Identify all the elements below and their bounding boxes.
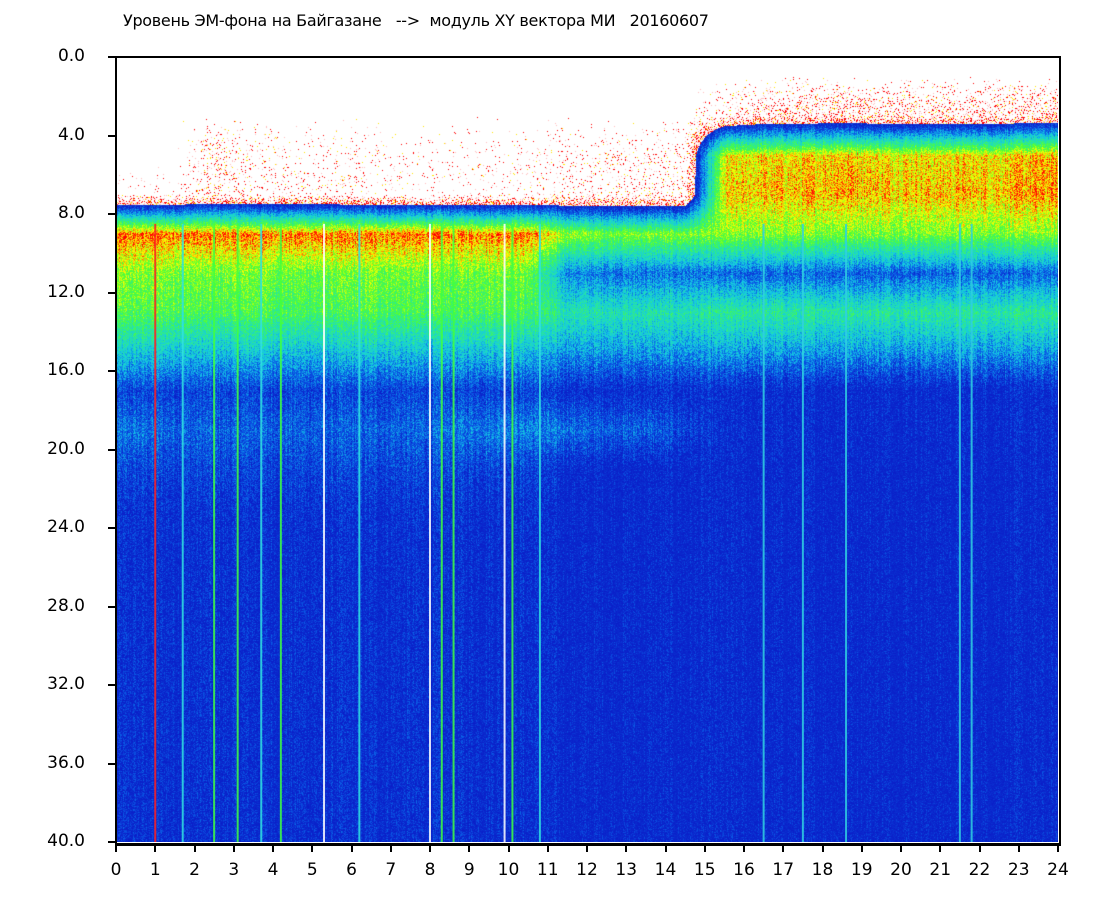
y-tick	[108, 841, 116, 843]
y-tick-label: 12.0	[47, 281, 85, 302]
x-tick	[311, 844, 314, 852]
x-tick-label: 14	[654, 860, 677, 880]
y-tick-label: 40.0	[47, 831, 85, 851]
x-tick	[546, 844, 549, 852]
x-tick-label: 12	[576, 860, 598, 880]
x-tick-label: 20	[890, 860, 912, 880]
x-tick	[978, 844, 981, 852]
y-tick-label: 4.0	[57, 124, 85, 145]
y-tick-label: 28.0	[47, 595, 85, 616]
x-tick	[586, 844, 588, 852]
x-tick	[743, 844, 745, 852]
x-tick-label: 21	[929, 860, 952, 880]
x-tick-label: 7	[385, 860, 397, 880]
x-tick	[389, 844, 392, 852]
streak-layer	[154, 223, 973, 842]
x-tick-label: 11	[536, 860, 559, 880]
x-tick-label: 15	[693, 860, 716, 880]
x-tick	[1017, 844, 1020, 852]
y-tick-label: 24.0	[47, 517, 85, 537]
x-tick	[900, 844, 902, 852]
x-tick	[350, 844, 353, 852]
x-tick	[860, 844, 863, 852]
x-tick	[821, 844, 824, 852]
y-tick-label: 32.0	[47, 674, 85, 694]
y-tick	[108, 448, 116, 451]
x-tick	[939, 844, 942, 852]
x-tick	[468, 844, 471, 852]
x-tick-label: 6	[346, 860, 357, 880]
x-tick	[154, 844, 157, 852]
x-tick	[703, 844, 706, 852]
x-tick	[782, 844, 785, 852]
heatmap-cells	[116, 57, 1058, 842]
y-tick-label: 20.0	[47, 438, 85, 459]
x-tick	[1057, 844, 1059, 852]
y-tick	[108, 56, 116, 58]
y-tick-label: 0.0	[57, 46, 85, 66]
x-tick	[272, 844, 274, 852]
y-tick	[108, 605, 116, 608]
y-tick-label: 8.0	[57, 203, 85, 223]
x-tick-label: 0	[110, 860, 122, 880]
y-tick-label: 16.0	[47, 360, 85, 380]
x-tick-label: 1	[149, 860, 161, 880]
y-tick	[108, 134, 116, 137]
x-tick-label: 18	[811, 860, 834, 880]
y-tick	[108, 291, 116, 294]
y-tick-label: 36.0	[47, 752, 85, 773]
x-tick	[625, 844, 628, 852]
x-tick	[507, 844, 510, 852]
x-tick-label: 10	[497, 860, 520, 880]
x-tick	[429, 844, 431, 852]
x-tick	[664, 844, 667, 852]
x-tick-label: 3	[228, 860, 240, 880]
y-tick	[108, 762, 116, 765]
x-tick-label: 19	[850, 860, 873, 880]
x-tick-label: 22	[968, 860, 991, 880]
x-tick-label: 13	[615, 860, 638, 880]
y-tick	[108, 684, 116, 686]
x-tick-label: 4	[267, 860, 279, 880]
x-tick	[232, 844, 235, 852]
x-tick-label: 16	[733, 860, 755, 880]
x-tick-label: 8	[424, 860, 436, 880]
chart-title: Уровень ЭМ-фона на Байгазане --> модуль …	[123, 11, 709, 30]
y-tick	[108, 527, 116, 529]
x-tick-label: 5	[306, 860, 318, 880]
plot-area	[116, 57, 1058, 842]
x-tick-label: 2	[189, 860, 200, 880]
x-tick-label: 9	[463, 860, 475, 880]
x-tick	[115, 844, 117, 852]
y-tick	[108, 370, 116, 372]
y-tick	[108, 213, 116, 215]
x-tick-label: 24	[1047, 860, 1069, 880]
x-tick	[193, 844, 196, 852]
x-tick-label: 23	[1007, 860, 1030, 880]
x-tick-label: 17	[772, 860, 795, 880]
